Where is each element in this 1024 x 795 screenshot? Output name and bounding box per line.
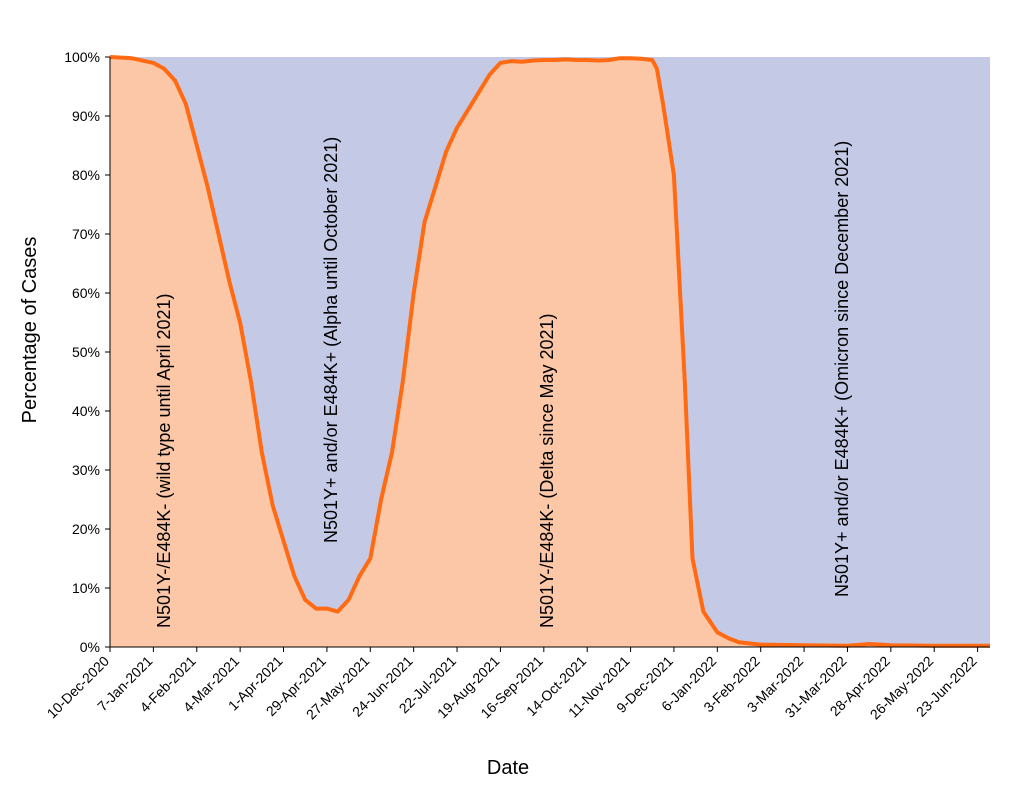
plot-area xyxy=(109,55,990,648)
y-tick-label: 100% xyxy=(64,49,100,65)
y-tick-label: 70% xyxy=(72,226,100,242)
y-tick-label: 30% xyxy=(72,462,100,478)
annotation-4: N501Y+ and/or E484K+ (Omicron since Dece… xyxy=(832,141,852,597)
y-axis-title: Percentage of Cases xyxy=(19,237,41,424)
y-tick-label: 60% xyxy=(72,285,100,301)
y-tick-label: 20% xyxy=(72,521,100,537)
y-tick-label: 50% xyxy=(72,344,100,360)
y-axis-ticks: 0% 10% 20% 30% 40% 50% 60% 70% 80% 90% 100% xyxy=(64,49,110,655)
y-tick-label: 10% xyxy=(72,580,100,596)
y-tick-label: 90% xyxy=(72,108,100,124)
annotation-3: N501Y-/E484K- (Delta since May 2021) xyxy=(537,314,557,629)
x-axis-ticks: 10-Dec-20207-Jan-20214-Feb-20214-Mar-202… xyxy=(44,647,980,722)
annotation-2: N501Y+ and/or E484K+ (Alpha until Octobe… xyxy=(321,137,341,543)
annotation-1: N501Y-/E484K- (wild type until April 202… xyxy=(154,293,174,628)
y-tick-label: 0% xyxy=(80,639,100,655)
x-axis-title: Date xyxy=(487,757,529,779)
y-tick-label: 40% xyxy=(72,403,100,419)
lower-area xyxy=(110,57,990,647)
y-tick-label: 80% xyxy=(72,167,100,183)
series-line xyxy=(109,55,990,648)
annotations: N501Y-/E484K- (wild type until April 202… xyxy=(154,137,852,628)
